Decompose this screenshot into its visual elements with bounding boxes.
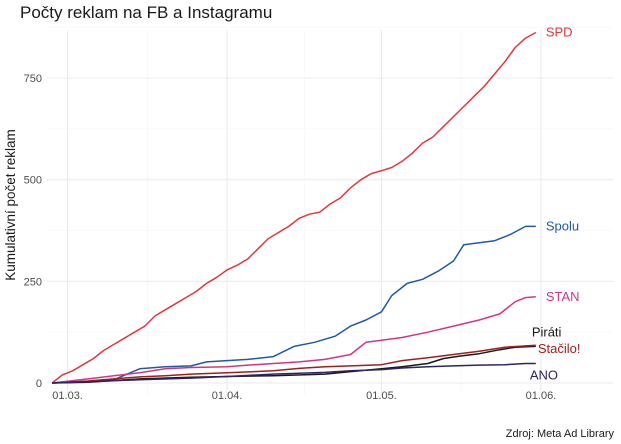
y-axis-ticks: 0 250 500 750 [24, 73, 42, 390]
y-tick-label: 0 [36, 378, 42, 390]
series-line-spolu [52, 225, 536, 384]
chart-title: Počty reklam na FB a Instagramu [20, 3, 272, 22]
series-line-spd [51, 31, 537, 384]
series-line-stac-ilo [52, 344, 536, 384]
series-line-stan [52, 296, 536, 384]
source-caption: Zdroj: Meta Ad Library [506, 428, 615, 440]
series-label-spolu: Spolu [546, 218, 579, 233]
x-tick-label: 01.03. [52, 390, 83, 402]
series-lines [51, 31, 537, 384]
series-label-stan: STAN [546, 289, 580, 304]
series-label-spd: SPD [546, 24, 573, 39]
series-line-ano [52, 362, 536, 384]
x-tick-label: 01.05. [366, 390, 397, 402]
y-tick-label: 250 [24, 276, 42, 288]
x-tick-label: 01.04. [212, 390, 243, 402]
y-tick-label: 750 [24, 73, 42, 85]
x-axis-ticks: 01.03. 01.04. 01.05. 01.06. [52, 390, 556, 402]
y-tick-label: 500 [24, 175, 42, 187]
series-line-pira-ti [52, 345, 536, 384]
series-label-ano: ANO [530, 367, 558, 382]
x-tick-label: 01.06. [526, 390, 557, 402]
series-end-labels: SPD Spolu STAN Piráti Stačilo! ANO [530, 24, 581, 382]
series-label-pira-ti: Piráti [532, 324, 562, 339]
grid [47, 26, 613, 396]
y-axis-label: Kumulativní počet reklam [3, 129, 18, 281]
series-label-stac-ilo: Stačilo! [538, 341, 581, 356]
